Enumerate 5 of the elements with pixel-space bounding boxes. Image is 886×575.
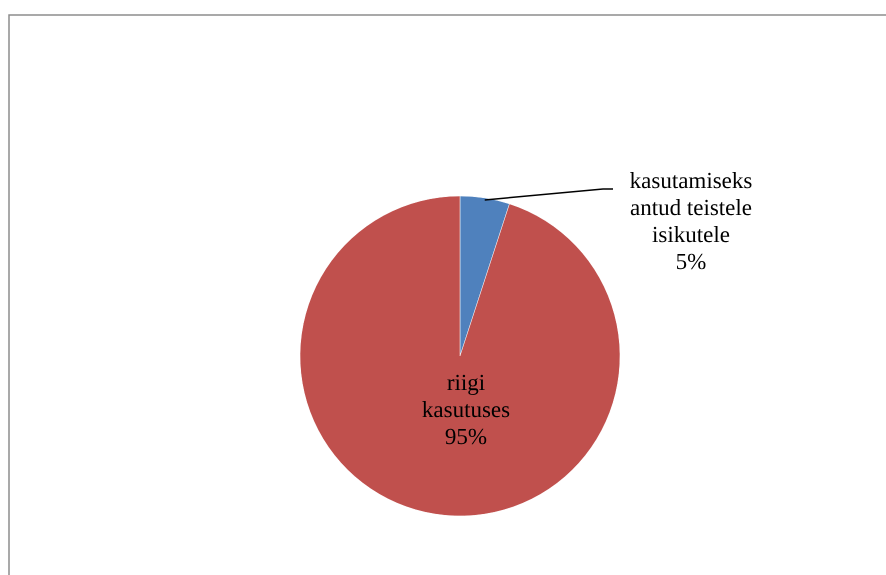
- data-label: 5%: [676, 249, 706, 274]
- pie-slice: [300, 196, 620, 516]
- data-label: 95%: [444, 424, 488, 449]
- slice-label: kasutamiseks antud teistele isikutele: [630, 168, 752, 247]
- slice-label: riigi kasutuses: [422, 370, 510, 422]
